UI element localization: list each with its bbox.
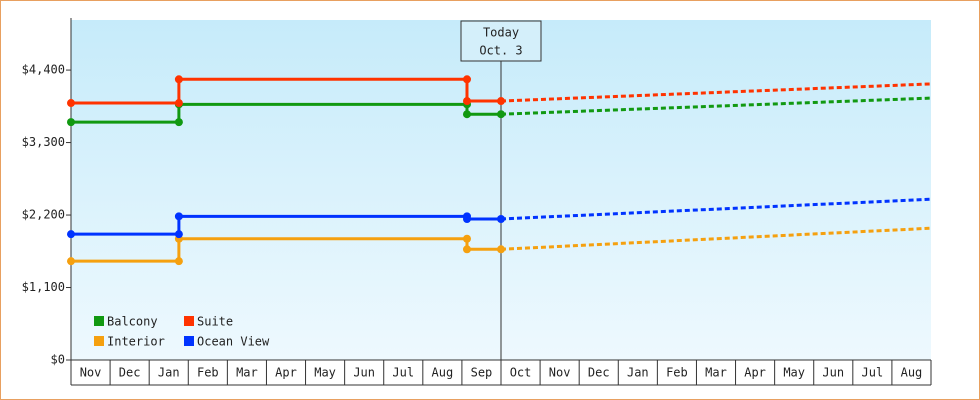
series-line <box>71 102 501 124</box>
x-tick-label: Sep <box>471 366 493 380</box>
data-point <box>462 75 471 84</box>
y-tick-label: $0 <box>51 353 65 367</box>
data-point <box>67 99 75 108</box>
legend-label: Balcony <box>107 315 158 329</box>
series-line <box>71 237 501 263</box>
data-point <box>174 212 183 221</box>
x-tick-label: Mar <box>705 366 727 380</box>
legend-label: Interior <box>107 335 165 349</box>
data-point <box>174 230 183 239</box>
x-tick-label: Dec <box>119 366 141 380</box>
data-point <box>462 97 471 106</box>
x-tick-label: Nov <box>80 366 102 380</box>
x-tick-label: Aug <box>901 366 923 380</box>
data-point <box>67 118 75 127</box>
data-point <box>174 118 183 127</box>
data-point <box>174 75 183 84</box>
data-point <box>174 257 183 266</box>
data-point <box>67 257 75 266</box>
y-tick-label: $3,300 <box>22 135 65 149</box>
x-tick-label: Jan <box>158 366 180 380</box>
x-tick-label: Jun <box>822 366 844 380</box>
series-line <box>71 214 501 236</box>
legend-swatch <box>94 336 104 346</box>
x-tick-label: Jan <box>627 366 649 380</box>
x-tick-label: Dec <box>588 366 610 380</box>
y-tick-label: $4,400 <box>22 63 65 77</box>
x-tick-label: May <box>783 366 805 380</box>
x-tick-label: Apr <box>744 366 766 380</box>
legend-swatch <box>184 316 194 326</box>
legend-swatch <box>94 316 104 326</box>
data-point <box>497 245 505 254</box>
legend-label: Ocean View <box>197 335 270 349</box>
legend-swatch <box>184 336 194 346</box>
series-line <box>71 77 501 105</box>
y-tick-label: $1,100 <box>22 280 65 294</box>
today-date: Oct. 3 <box>479 44 522 58</box>
x-tick-label: May <box>314 366 336 380</box>
data-point <box>462 214 471 223</box>
y-tick-label: $2,200 <box>22 208 65 222</box>
x-tick-label: Jul <box>392 366 414 380</box>
x-tick-label: Aug <box>432 366 454 380</box>
x-tick-label: Apr <box>275 366 297 380</box>
x-tick-label: Oct <box>510 366 532 380</box>
today-title: Today <box>483 26 519 40</box>
data-point <box>497 97 505 106</box>
x-tick-label: Jun <box>353 366 375 380</box>
data-point <box>174 99 183 108</box>
data-point <box>462 110 471 119</box>
x-tick-label: Mar <box>236 366 258 380</box>
data-point <box>67 230 75 239</box>
today-box <box>460 20 542 62</box>
legend-label: Suite <box>197 315 233 329</box>
x-tick-label: Jul <box>862 366 884 380</box>
data-point <box>497 214 505 223</box>
x-tick-label: Nov <box>549 366 571 380</box>
data-point <box>462 245 471 254</box>
x-tick-label: Feb <box>197 366 219 380</box>
data-point <box>497 110 505 119</box>
x-tick-label: Feb <box>666 366 688 380</box>
data-point <box>462 234 471 243</box>
